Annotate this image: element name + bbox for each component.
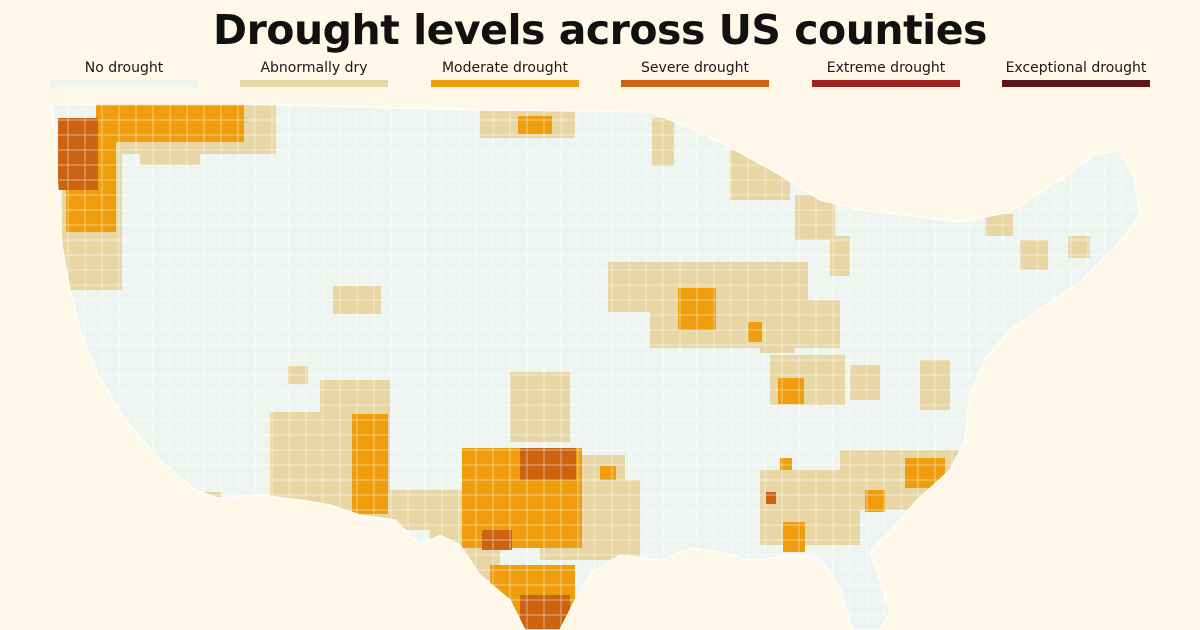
legend: No drought Abnormally dry Moderate droug… [50,60,1150,88]
legend-label: Severe drought [641,60,749,76]
legend-item-exceptional-drought: Exceptional drought [1002,60,1150,87]
legend-swatch [240,80,388,87]
legend-label: Extreme drought [826,60,946,76]
legend-swatch [431,80,579,87]
legend-swatch [1002,80,1150,87]
legend-item-severe-drought: Severe drought [621,60,769,87]
legend-label: Exceptional drought [1005,60,1147,76]
legend-item-moderate-drought: Moderate drought [431,60,579,87]
legend-label: No drought [84,60,164,76]
map-title: Drought levels across US counties [213,6,987,54]
legend-item-abnormally-dry: Abnormally dry [240,60,388,87]
legend-swatch [812,80,960,87]
legend-item-extreme-drought: Extreme drought [812,60,960,87]
legend-label: Moderate drought [441,60,569,76]
legend-swatch [621,80,769,87]
legend-swatch [50,80,198,87]
legend-item-no-drought: No drought [50,60,198,87]
legend-label: Abnormally dry [260,60,368,76]
